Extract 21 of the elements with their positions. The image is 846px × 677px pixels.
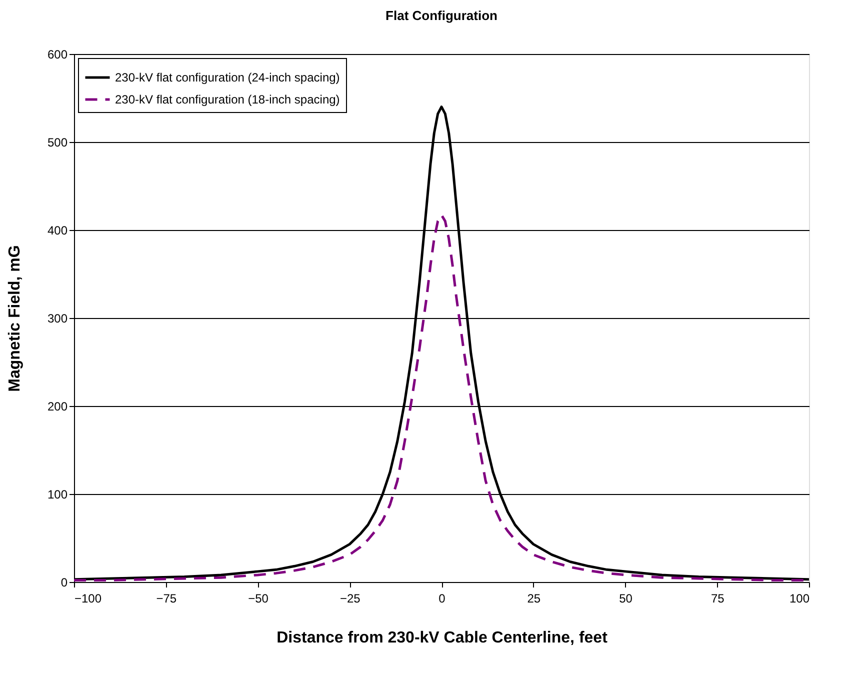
legend-label: 230-kV flat configuration (24-inch spacing) <box>115 70 340 84</box>
y-tick-label: 100 <box>47 488 68 502</box>
x-tick-label: −100 <box>74 592 102 606</box>
x-tick-label: 100 <box>789 592 810 606</box>
x-tick-label: −75 <box>156 592 177 606</box>
legend-label: 230-kV flat configuration (18-inch spacing) <box>115 92 340 106</box>
x-tick-label: −50 <box>248 592 269 606</box>
x-axis-title: Distance from 230-kV Cable Centerline, feet <box>276 630 608 646</box>
chart-title: Flat Configuration <box>386 8 498 23</box>
x-tick-label: 75 <box>710 592 725 606</box>
x-tick-label: 25 <box>527 592 541 606</box>
x-tick-label: 50 <box>619 592 633 606</box>
y-tick-label: 500 <box>47 136 68 150</box>
x-tick-label: 0 <box>438 592 446 606</box>
y-tick-label: 400 <box>47 224 68 238</box>
y-tick-label: 300 <box>47 312 68 326</box>
x-tick-label: −25 <box>340 592 361 606</box>
y-tick-label: 0 <box>60 576 68 590</box>
y-tick-label: 200 <box>47 400 68 414</box>
y-axis-title: Magnetic Field, mG <box>6 245 24 392</box>
y-tick-label: 600 <box>47 48 68 62</box>
